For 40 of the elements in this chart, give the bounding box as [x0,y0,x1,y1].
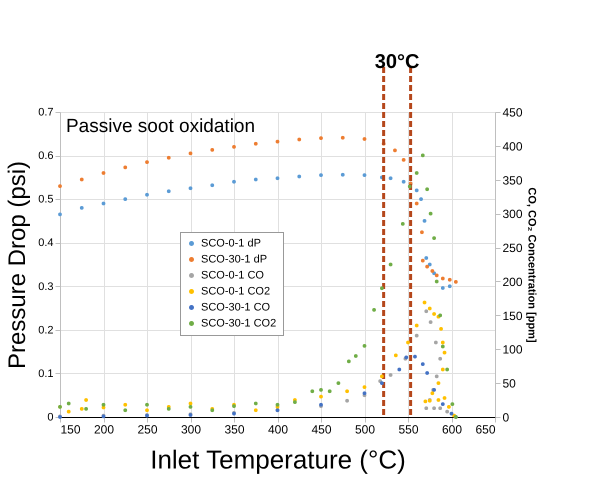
legend-label: SCO-0-1 CO2 [201,286,270,298]
x-tick-label: 150 [60,422,81,436]
x-tick-label: 350 [224,422,245,436]
y-tick-label: 0.5 [38,194,54,206]
y2-tick-label: 300 [502,207,523,222]
y2-tick-label: 150 [502,308,523,323]
y2-tick-label: 250 [502,241,523,256]
y-tick-label: 0.1 [38,368,54,380]
legend-label: SCO-30-1 dP [201,254,268,266]
y2-tick-label: 50 [502,376,516,391]
x-tick-label: 500 [354,422,376,436]
x-tick-label: 400 [268,422,288,436]
y2-tick-label: 450 [502,106,523,120]
text: 30°C [374,51,420,73]
y2-axis-title: CO, CO₂ Concentration [ppm] [526,187,538,343]
legend-label: SCO-30-1 CO2 [201,318,276,330]
y2-tick-label: 0 [502,410,510,424]
legend-label: SCO-0-1 CO [201,270,264,282]
y-tick-label: 0.7 [38,106,54,118]
y-tick-label: 0.4 [38,237,54,250]
x-tick-label: 200 [94,422,114,436]
y-axis-title: Pressure Drop (psi) [4,160,32,370]
x-tick-label: 550 [398,422,419,436]
y-tick-label: 0 [47,412,54,424]
annotation: Passive soot oxidation [66,116,256,137]
x-tick-label: 650 [475,422,496,436]
x-tick-label: 250 [137,422,158,436]
y-tick-label: 0.6 [38,150,54,162]
y2-tick-label: 400 [502,139,523,154]
x-tick-label: 600 [442,422,462,436]
x-tick-label: 300 [180,422,202,436]
y2-tick-label: 350 [502,173,523,188]
x-tick-label: 450 [311,422,332,436]
y-tick-label: 0.3 [38,280,54,293]
y2-tick-label: 200 [502,274,523,289]
x-axis-title: Inlet Temperature (°C) [150,444,406,474]
y-tick-label: 0.2 [38,324,54,336]
legend-label: SCO-30-1 CO [201,302,271,314]
legend-label: SCO-0-1 dP [201,238,261,250]
y2-tick-label: 100 [502,342,523,357]
